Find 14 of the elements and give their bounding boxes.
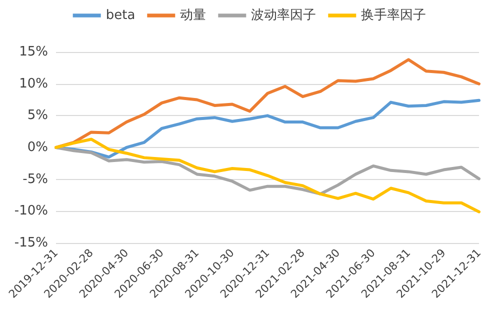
y-tick-label: 5% — [27, 108, 48, 124]
line-series — [54, 58, 480, 149]
y-tick-label: -15% — [14, 236, 48, 250]
line-series — [54, 146, 480, 196]
legend-label: 动量 — [180, 8, 206, 23]
y-tick-label: 0% — [27, 140, 48, 155]
y-tick-label: -10% — [14, 204, 48, 219]
legend-label: beta — [106, 8, 136, 23]
y-tick-label: -5% — [22, 172, 48, 187]
legend-label: 换手率因子 — [361, 7, 426, 23]
y-tick-label: 10% — [19, 76, 48, 92]
y-tick-label: 15% — [19, 44, 48, 60]
legend-label: 波动率因子 — [251, 7, 316, 23]
line-series — [54, 138, 480, 214]
